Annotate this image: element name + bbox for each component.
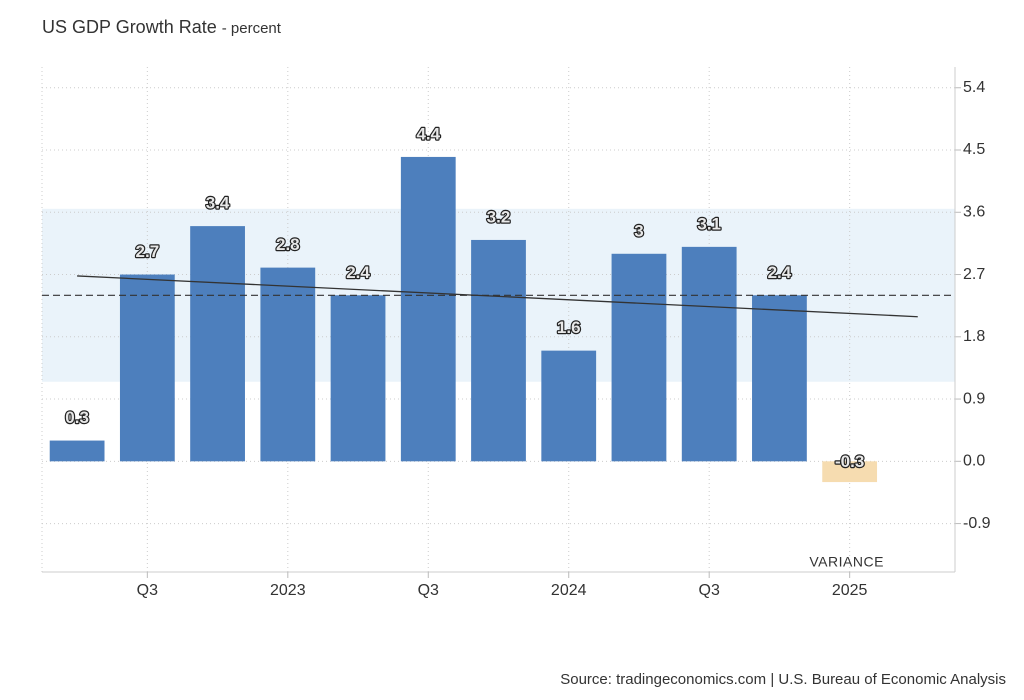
- value-label: 1.6: [557, 318, 581, 337]
- x-tick-label: Q3: [137, 582, 158, 599]
- x-tick-label: Q3: [418, 582, 439, 599]
- value-label: 2.4: [346, 263, 370, 282]
- y-tick-label: 2.7: [963, 266, 985, 283]
- bar: [822, 461, 878, 483]
- bar: [260, 267, 316, 462]
- value-label: 0.3: [65, 408, 89, 427]
- bar: [752, 295, 807, 462]
- chart-title: US GDP Growth Rate: [42, 17, 217, 37]
- bar: [541, 350, 597, 462]
- y-tick-label: -0.9: [963, 515, 991, 532]
- x-tick-label: 2025: [832, 582, 868, 599]
- bar: [119, 274, 175, 462]
- value-label: 4.4: [416, 124, 440, 143]
- y-tick-label: 4.5: [963, 141, 985, 158]
- y-tick-label: 3.6: [963, 203, 985, 220]
- value-label: 2.7: [136, 242, 160, 261]
- value-label: 3.4: [206, 194, 230, 213]
- value-label: 3.2: [487, 207, 511, 226]
- y-tick-label: 0.9: [963, 390, 985, 407]
- bar: [681, 246, 737, 462]
- value-label: 2.8: [276, 235, 300, 254]
- value-label: 3: [634, 221, 643, 240]
- value-label: 3.1: [697, 214, 721, 233]
- x-tick-label: Q3: [699, 582, 720, 599]
- x-tick-label: 2024: [551, 582, 587, 599]
- bar: [611, 253, 667, 462]
- value-label: -0.3: [835, 452, 864, 471]
- bar: [49, 440, 105, 462]
- y-tick-label: 5.4: [963, 79, 985, 96]
- trend-line: [77, 275, 918, 318]
- bar: [190, 226, 245, 462]
- bar: [471, 239, 526, 462]
- chart-subtitle: - percent: [222, 20, 282, 37]
- value-label: 2.4: [768, 263, 792, 282]
- bar: [400, 156, 456, 462]
- source: Source: tradingeconomics.com | U.S. Bure…: [560, 671, 1006, 688]
- bar: [330, 295, 386, 462]
- y-tick-label: 1.8: [963, 328, 985, 345]
- x-tick-label: 2023: [270, 582, 306, 599]
- annotation: VARIANCE: [809, 554, 884, 570]
- y-tick-label: 0.0: [963, 453, 985, 470]
